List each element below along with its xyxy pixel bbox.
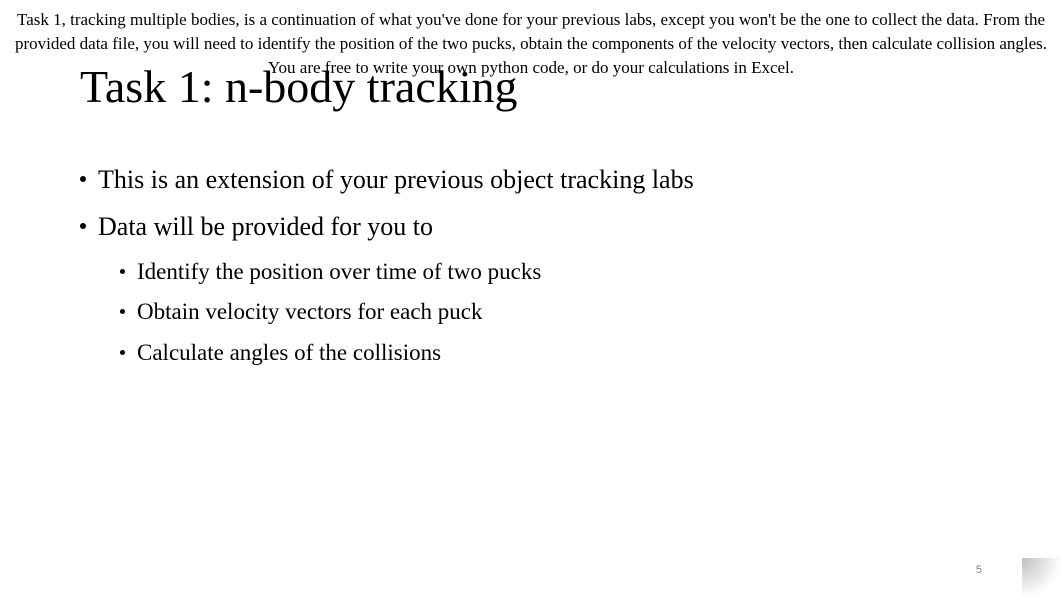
bullet-text: Obtain velocity vectors for each puck <box>137 296 483 328</box>
bullet-text: Identify the position over time of two p… <box>137 256 541 288</box>
page-curl-shadow <box>1022 558 1062 598</box>
list-item: Obtain velocity vectors for each puck <box>120 296 1002 328</box>
bullet-list: This is an extension of your previous ob… <box>80 162 1002 377</box>
bullet-dot-icon <box>120 309 125 314</box>
bullet-text: Calculate angles of the collisions <box>137 337 441 369</box>
sub-list: Identify the position over time of two p… <box>80 256 1002 369</box>
list-item: Data will be provided for you to <box>80 209 1002 244</box>
list-item: Identify the position over time of two p… <box>120 256 1002 288</box>
bullet-dot-icon <box>120 269 125 274</box>
bullet-text: Data will be provided for you to <box>98 209 433 244</box>
list-item: This is an extension of your previous ob… <box>80 162 1002 197</box>
slide-title: Task 1: n-body tracking <box>80 60 518 113</box>
list-item: Calculate angles of the collisions <box>120 337 1002 369</box>
page-number: 5 <box>976 564 982 576</box>
bullet-dot-icon <box>120 350 125 355</box>
bullet-dot-icon <box>80 176 86 182</box>
bullet-dot-icon <box>80 223 86 229</box>
bullet-text: This is an extension of your previous ob… <box>98 162 694 197</box>
